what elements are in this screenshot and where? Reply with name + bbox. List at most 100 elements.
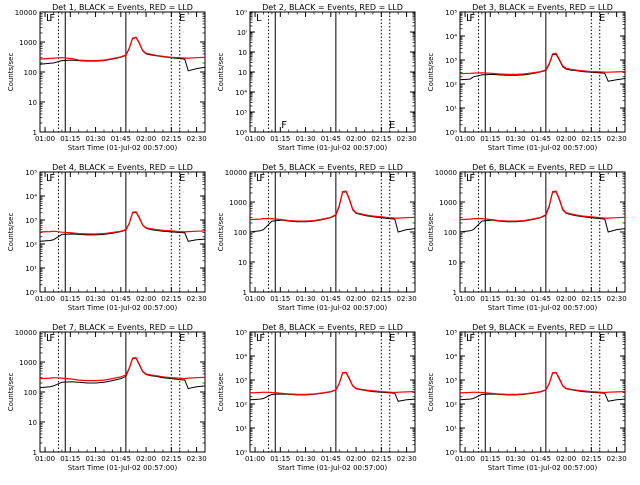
y-tick-label: 10000 bbox=[225, 169, 247, 177]
y-tick-label: 1000 bbox=[229, 199, 247, 207]
y-tick-label: 10 bbox=[28, 99, 37, 107]
x-tick-label: 01:15 bbox=[270, 135, 290, 143]
x-tick-label: 02:15 bbox=[161, 295, 181, 303]
series-line-events bbox=[40, 38, 205, 71]
series-line-events bbox=[40, 358, 205, 389]
y-tick-label: 10⁵ bbox=[235, 109, 247, 117]
y-tick-label: 10¹ bbox=[445, 105, 457, 113]
x-tick-label: 01:15 bbox=[270, 295, 290, 303]
plot-frame bbox=[250, 12, 415, 132]
marker-label-F: F bbox=[49, 173, 55, 184]
marker-label-F: F bbox=[469, 173, 475, 184]
y-axis-label: Counts/sec bbox=[427, 53, 435, 92]
y-tick-label: 10 bbox=[28, 419, 37, 427]
y-tick-label: 10 bbox=[448, 259, 457, 267]
x-tick-label: 01:30 bbox=[295, 455, 315, 463]
y-axis-label: Counts/sec bbox=[7, 373, 15, 412]
x-tick-label: 02:30 bbox=[606, 295, 626, 303]
x-tick-label: 02:15 bbox=[161, 135, 181, 143]
x-tick-label: 01:45 bbox=[321, 455, 341, 463]
x-axis-label: Start Time (01-Jul-02 00:57:00) bbox=[278, 304, 388, 312]
plot-frame bbox=[40, 12, 205, 132]
plot-frame bbox=[250, 172, 415, 292]
x-axis-label: Start Time (01-Jul-02 00:57:00) bbox=[278, 464, 388, 472]
marker-label-F: F bbox=[259, 333, 265, 344]
y-axis-label: Counts/sec bbox=[7, 213, 15, 252]
det-panel-4: Det 4, BLACK = Events, RED = LLD 10⁰ 10¹ 10… bbox=[7, 163, 207, 312]
x-tick-label: 01:15 bbox=[60, 295, 80, 303]
series-line-events bbox=[40, 212, 205, 241]
series-line-lld bbox=[460, 53, 625, 74]
marker-label-F: F bbox=[281, 120, 287, 131]
y-tick-label: 10² bbox=[235, 401, 247, 409]
y-tick-label: 10¹ bbox=[235, 425, 247, 433]
y-tick-label: 10⁵ bbox=[235, 329, 247, 337]
panel-title: Det 6, BLACK = Events, RED = LLD bbox=[472, 163, 613, 172]
x-tick-label: 02:00 bbox=[136, 295, 156, 303]
x-tick-label: 02:30 bbox=[606, 455, 626, 463]
x-tick-label: 02:00 bbox=[346, 455, 366, 463]
x-tick-label: 01:15 bbox=[270, 455, 290, 463]
x-tick-label: 02:30 bbox=[396, 455, 416, 463]
panel-title: Det 9, BLACK = Events, RED = LLD bbox=[472, 323, 613, 332]
y-tick-label: 10³ bbox=[445, 377, 457, 385]
x-axis-label: Start Time (01-Jul-02 00:57:00) bbox=[488, 144, 598, 152]
series-line-lld bbox=[40, 212, 205, 234]
x-tick-label: 02:30 bbox=[186, 135, 206, 143]
det-panel-9: Det 9, BLACK = Events, RED = LLD10⁰10¹10… bbox=[427, 323, 627, 472]
x-axis-label: Start Time (01-Jul-02 00:57:00) bbox=[68, 144, 178, 152]
marker-label-E: E bbox=[179, 173, 185, 184]
y-axis-label: Counts/sec bbox=[217, 53, 225, 92]
y-tick-label: 10¹ bbox=[25, 265, 37, 273]
series-line-lld bbox=[250, 191, 415, 221]
x-tick-label: 01:15 bbox=[60, 455, 80, 463]
x-tick-label: 01:00 bbox=[245, 455, 265, 463]
marker-label-E: E bbox=[599, 173, 605, 184]
panel-title: Det 4, BLACK = Events, RED = LLD bbox=[52, 163, 193, 172]
detector-plot-grid: Det 1, BLACK = Events, RED = LLD 1 10 100 10… bbox=[0, 0, 640, 480]
marker-label-L: L bbox=[256, 13, 262, 24]
marker-label-E: E bbox=[389, 173, 395, 184]
x-tick-label: 02:15 bbox=[371, 295, 391, 303]
marker-label-E: E bbox=[179, 13, 185, 24]
y-tick-label: 10³ bbox=[235, 377, 247, 385]
x-tick-label: 02:15 bbox=[161, 455, 181, 463]
y-tick-label: 10³ bbox=[445, 57, 457, 65]
x-tick-label: 01:30 bbox=[505, 455, 525, 463]
x-tick-label: 02:30 bbox=[396, 135, 416, 143]
det-panel-2: Det 2, BLACK = Events, RED = LLD10⁶10⁵10… bbox=[217, 3, 417, 152]
series-line-events bbox=[460, 54, 625, 81]
x-tick-label: 01:30 bbox=[295, 135, 315, 143]
x-tick-label: 01:15 bbox=[480, 135, 500, 143]
panel-title: Det 7, BLACK = Events, RED = LLD bbox=[52, 323, 193, 332]
det-panel-7: Det 7, BLACK = Events, RED = LLD11010010… bbox=[7, 323, 207, 472]
x-tick-label: 01:30 bbox=[85, 455, 105, 463]
x-tick-label: 01:45 bbox=[321, 295, 341, 303]
x-tick-label: 02:00 bbox=[556, 295, 576, 303]
x-tick-label: 02:15 bbox=[581, 295, 601, 303]
x-axis-label: Start Time (01-Jul-02 00:57:00) bbox=[488, 464, 598, 472]
series-line-lld bbox=[460, 372, 625, 394]
marker-label-F: F bbox=[49, 13, 55, 24]
y-tick-label: 10⁴ bbox=[445, 33, 457, 41]
y-axis-label: Counts/sec bbox=[427, 213, 435, 252]
x-tick-label: 01:45 bbox=[321, 135, 341, 143]
x-tick-label: 01:45 bbox=[531, 135, 551, 143]
y-tick-label: 10⁳ bbox=[238, 69, 247, 77]
x-tick-label: 01:00 bbox=[245, 135, 265, 143]
x-tick-label: 01:45 bbox=[531, 455, 551, 463]
x-tick-label: 01:00 bbox=[455, 455, 475, 463]
y-tick-label: 10000 bbox=[435, 169, 457, 177]
marker-label-F: F bbox=[469, 333, 475, 344]
marker-label-E: E bbox=[599, 13, 605, 24]
y-tick-label: 10⁰ bbox=[235, 9, 247, 17]
y-tick-label: 10² bbox=[445, 401, 457, 409]
x-tick-label: 01:30 bbox=[505, 295, 525, 303]
x-tick-label: 01:30 bbox=[505, 135, 525, 143]
x-tick-label: 01:45 bbox=[111, 295, 131, 303]
marker-label-E: E bbox=[389, 333, 395, 344]
x-tick-label: 01:00 bbox=[455, 135, 475, 143]
y-tick-label: 100 bbox=[444, 229, 457, 237]
det-panel-5: Det 5, BLACK = Events, RED = LLD11010010… bbox=[217, 163, 417, 312]
y-tick-label: 1000 bbox=[19, 359, 37, 367]
